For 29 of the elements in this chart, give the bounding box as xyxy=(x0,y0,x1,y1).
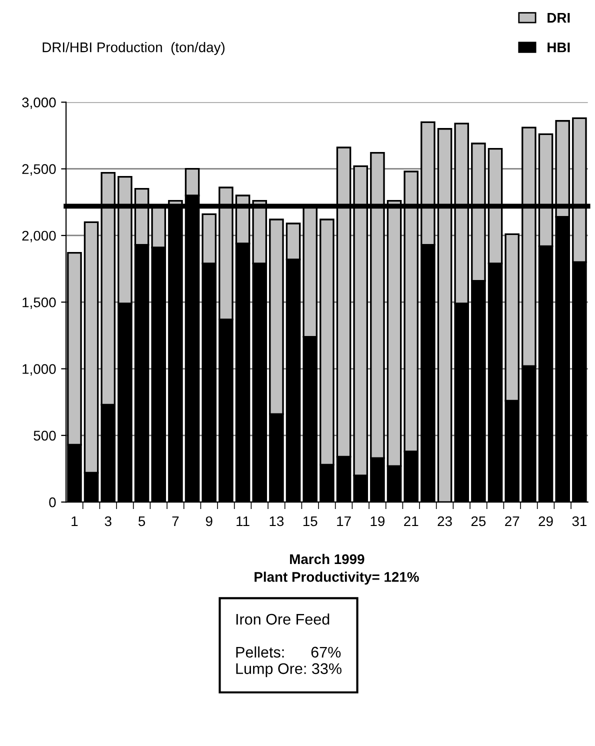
y-tick-label: 2,500 xyxy=(22,164,56,176)
text: Iron Ore Feed Pellets: 67% Lump Ore: 33% xyxy=(236,613,342,678)
y-tick-label: 1,500 xyxy=(22,297,56,309)
y-tick-label: 1,000 xyxy=(22,364,56,376)
x-tick-label: 21 xyxy=(404,516,418,526)
x-tick-label: 15 xyxy=(303,516,318,526)
y-tick-label: 2,000 xyxy=(22,230,56,242)
x-tick-label: 25 xyxy=(471,516,486,526)
x-tick-label: 17 xyxy=(337,516,351,526)
x-axis-title: March 1999 xyxy=(290,554,364,564)
x-tick-label: 31 xyxy=(572,516,586,526)
x-tick-label: 23 xyxy=(438,516,452,526)
x-tick-label: 5 xyxy=(138,516,146,526)
legend-label: DRI xyxy=(548,13,570,23)
x-tick-label: 9 xyxy=(206,516,212,526)
x-tick-label: 13 xyxy=(270,516,284,526)
x-tick-label: 3 xyxy=(104,516,112,526)
text: Plant Productivity= 121% xyxy=(254,572,419,585)
chart-title: DRI/HBI Production (ton/day) xyxy=(42,42,225,55)
x-tick-label: 11 xyxy=(236,516,250,526)
y-tick-label: 3,000 xyxy=(22,98,56,110)
legend-label: HBI xyxy=(548,42,570,52)
x-tick-label: 7 xyxy=(172,516,179,526)
x-tick-label: 19 xyxy=(370,516,385,526)
y-tick-label: 500 xyxy=(34,430,56,441)
x-tick-label: 1 xyxy=(72,516,78,526)
x-tick-label: 29 xyxy=(538,516,553,526)
x-tick-label: 27 xyxy=(505,516,520,526)
y-tick-label: 0 xyxy=(49,497,56,508)
